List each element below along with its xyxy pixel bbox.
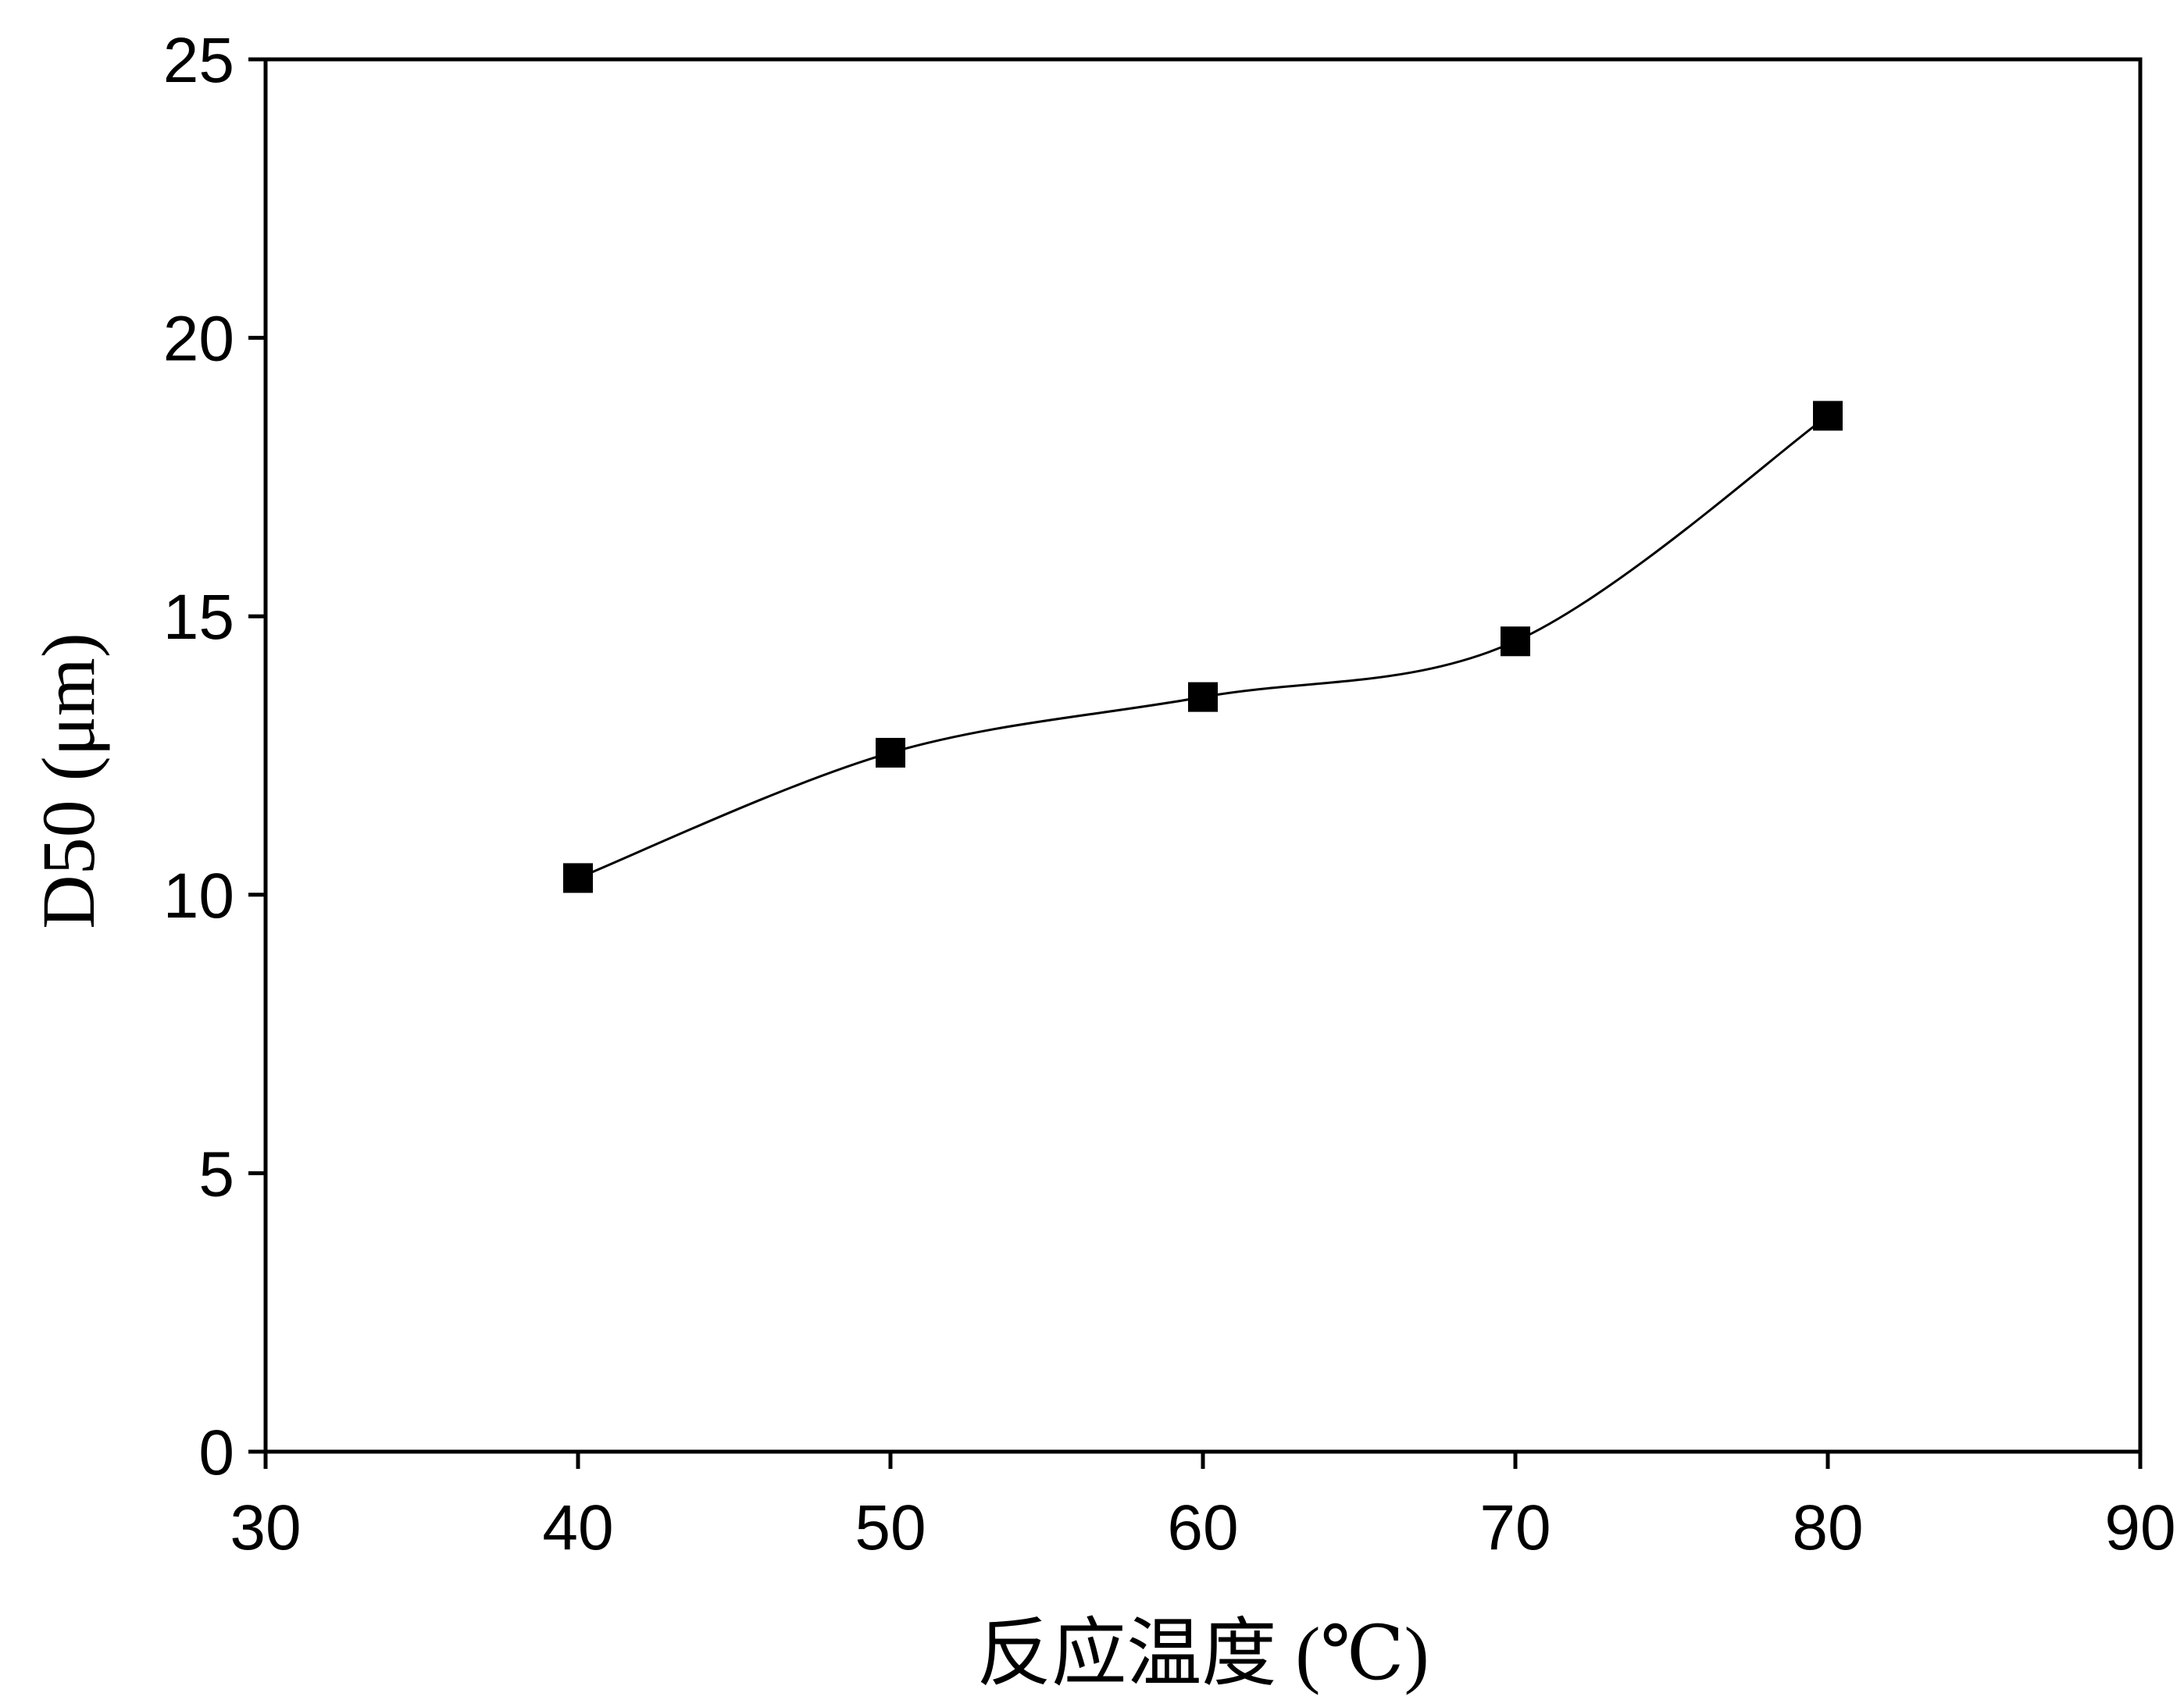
y-tick-label: 0 (198, 1417, 234, 1488)
x-tick-label: 30 (230, 1492, 301, 1563)
x-tick-label: 80 (1792, 1492, 1863, 1563)
data-point-marker (876, 737, 905, 768)
y-tick-label: 20 (163, 304, 234, 375)
series-line (577, 415, 1829, 879)
plot-frame (263, 57, 2143, 1454)
data-point-marker (563, 863, 593, 893)
y-tick-label: 25 (163, 25, 234, 96)
x-tick-label: 40 (542, 1492, 613, 1563)
x-tick-label: 90 (2104, 1492, 2175, 1563)
data-point-marker (1188, 682, 1218, 712)
y-tick-label: 5 (198, 1139, 234, 1210)
series-markers (563, 401, 1843, 893)
x-tick-label: 50 (855, 1492, 926, 1563)
data-point-marker (1813, 401, 1843, 431)
x-axis-ticks: 30 40 50 60 70 80 90 (230, 1452, 2176, 1563)
x-axis-title: 反应温度 (℃) (976, 1612, 1429, 1695)
y-axis-title: D50 (μm) (27, 633, 110, 928)
y-axis-ticks: 0 5 10 15 20 25 (163, 25, 266, 1488)
data-point-marker (1501, 626, 1530, 657)
x-tick-label: 60 (1167, 1492, 1238, 1563)
x-tick-label: 70 (1479, 1492, 1551, 1563)
y-tick-label: 10 (163, 861, 234, 932)
y-tick-label: 15 (163, 582, 234, 653)
